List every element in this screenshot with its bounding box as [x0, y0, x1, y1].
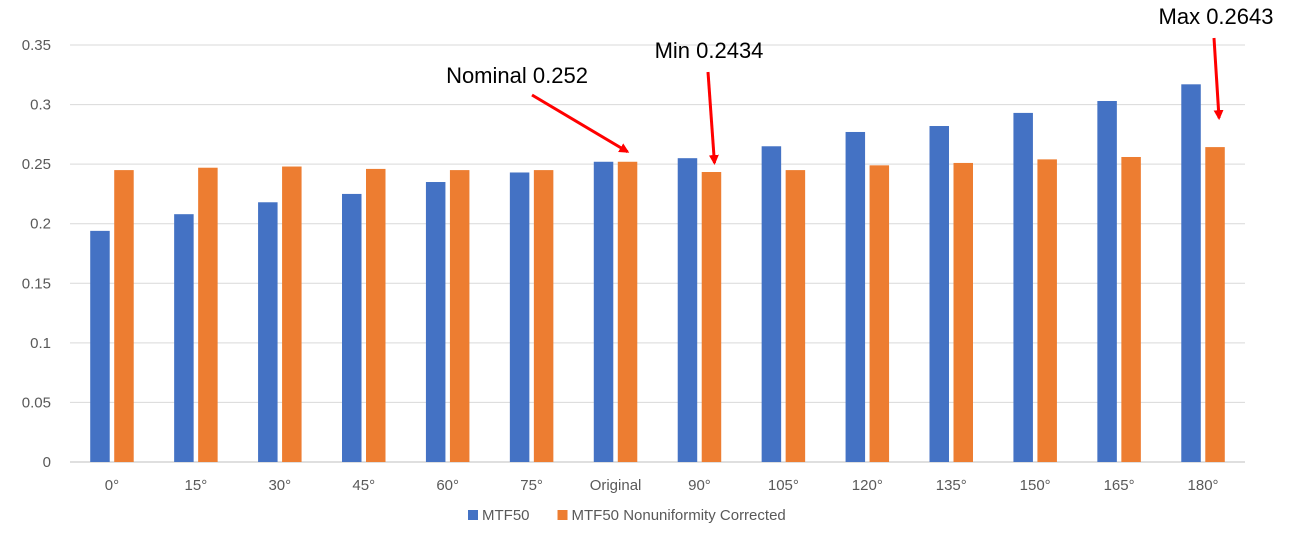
legend-swatch: [468, 510, 478, 520]
y-tick-label: 0.2: [30, 216, 51, 233]
x-tick-label: 75°: [520, 477, 543, 494]
bar-mtf50-corrected: [1037, 159, 1057, 462]
x-tick-label: Original: [590, 477, 642, 494]
bar-mtf50-corrected: [198, 167, 218, 462]
annotation-label: Nominal 0.252: [446, 63, 588, 88]
y-tick-label: 0.35: [22, 37, 51, 54]
y-tick-label: 0.1: [30, 335, 51, 352]
x-tick-label: 150°: [1020, 477, 1051, 494]
y-axis-ticks: 0 0.05 0.1 0.15 0.2 0.25 0.3 0.35: [22, 37, 51, 471]
bar-mtf50-corrected: [785, 170, 806, 462]
bar-mtf50-corrected: [1205, 147, 1225, 463]
x-tick-label: 105°: [768, 477, 799, 494]
annotation-arrow: [706, 71, 719, 166]
bar-mtf50: [258, 202, 278, 463]
bar-mtf50: [1097, 100, 1117, 463]
gridlines: [70, 44, 1245, 463]
x-tick-label: 180°: [1188, 477, 1219, 494]
x-axis-ticks: 0° 15° 30° 45° 60° 75° Original 90° 105° 120° 135°…: [105, 477, 1219, 494]
annotation-arrow: [531, 93, 630, 154]
bar-mtf50-corrected: [1121, 156, 1141, 462]
x-tick-label: 0°: [105, 477, 119, 494]
bar-mtf50-corrected: [533, 170, 554, 462]
bar-mtf50-corrected: [114, 170, 134, 462]
bars: [90, 84, 1225, 463]
x-tick-label: 60°: [436, 477, 459, 494]
x-tick-label: 15°: [185, 477, 208, 494]
annotation-arrow: [1212, 37, 1224, 121]
bar-mtf50: [593, 161, 614, 462]
bar-mtf50-corrected: [701, 172, 722, 462]
bar-mtf50: [509, 172, 530, 463]
bar-mtf50: [845, 131, 866, 462]
bar-mtf50: [677, 158, 698, 462]
x-tick-label: 90°: [688, 477, 711, 494]
x-tick-label: 135°: [936, 477, 967, 494]
annotation-label: Max 0.2643: [1159, 4, 1274, 29]
y-tick-label: 0.25: [22, 156, 51, 173]
bar-mtf50-corrected: [449, 170, 470, 462]
x-tick-label: 165°: [1104, 477, 1135, 494]
bar-mtf50: [425, 182, 446, 462]
legend: MTF50 MTF50 Nonuniformity Corrected: [468, 507, 786, 524]
y-tick-label: 0.05: [22, 394, 51, 411]
y-tick-label: 0: [43, 454, 51, 471]
bar-mtf50: [90, 230, 110, 462]
bar-mtf50: [929, 126, 949, 462]
x-tick-label: 30°: [268, 477, 291, 494]
bar-mtf50: [1181, 84, 1201, 463]
x-tick-label: 45°: [352, 477, 375, 494]
legend-label: MTF50: [482, 507, 530, 524]
legend-swatch: [557, 510, 568, 520]
bar-mtf50-corrected: [282, 166, 302, 463]
annotation-label: Min 0.2434: [655, 38, 764, 63]
bar-mtf50: [1013, 112, 1033, 462]
bar-mtf50: [342, 193, 362, 462]
bar-mtf50-corrected: [869, 165, 890, 462]
y-tick-label: 0.3: [30, 97, 51, 114]
x-tick-label: 120°: [852, 477, 883, 494]
y-tick-label: 0.15: [22, 275, 51, 292]
bar-mtf50-corrected: [953, 162, 973, 463]
bar-mtf50-corrected: [366, 168, 386, 462]
bar-mtf50: [761, 146, 782, 462]
annotations: Nominal 0.252 Min 0.2434 Max 0.2643: [446, 4, 1274, 166]
legend-label: MTF50 Nonuniformity Corrected: [572, 507, 786, 524]
bar-mtf50-corrected: [617, 161, 638, 462]
bar-mtf50: [174, 214, 194, 462]
